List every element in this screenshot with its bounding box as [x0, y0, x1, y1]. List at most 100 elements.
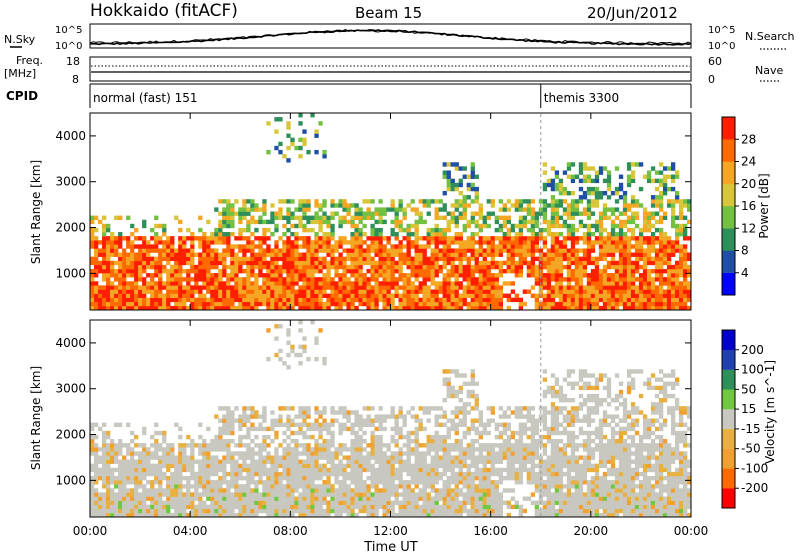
velocity-cell — [202, 476, 206, 480]
power-cell — [595, 302, 599, 306]
velocity-cell — [166, 447, 170, 451]
power-cell — [306, 298, 310, 302]
power-cell — [314, 285, 318, 289]
power-cell — [435, 273, 439, 277]
velocity-cell — [170, 501, 174, 505]
power-cell — [419, 265, 423, 269]
power-cell — [150, 228, 154, 232]
velocity-cell — [202, 484, 206, 488]
velocity-cell — [114, 505, 118, 509]
velocity-cell — [290, 455, 294, 459]
velocity-cell — [386, 414, 390, 418]
power-cell — [651, 248, 655, 252]
power-cell — [519, 216, 523, 220]
power-cell — [451, 289, 455, 293]
power-cell — [126, 253, 130, 257]
power-cell — [447, 244, 451, 248]
power-cell — [106, 224, 110, 228]
power-cell — [238, 216, 242, 220]
power-cell — [262, 228, 266, 232]
velocity-cell — [238, 476, 242, 480]
power-cell — [547, 220, 551, 224]
power-cell — [262, 257, 266, 261]
velocity-cell — [98, 505, 102, 509]
velocity-cell — [218, 447, 222, 451]
power-cell — [178, 294, 182, 298]
power-cell — [571, 285, 575, 289]
velocity-cell — [222, 431, 226, 435]
velocity-cell — [346, 484, 350, 488]
power-cell — [126, 302, 130, 306]
power-cell — [130, 281, 134, 285]
velocity-cell — [411, 505, 415, 509]
power-cell — [647, 261, 651, 265]
velocity-cell — [395, 476, 399, 480]
velocity-cell — [330, 406, 334, 410]
power-cell — [627, 236, 631, 240]
power-cell — [158, 281, 162, 285]
velocity-cell — [435, 443, 439, 447]
power-cell — [443, 273, 447, 277]
power-cell — [431, 277, 435, 281]
power-cell — [463, 298, 467, 302]
power-cell — [162, 265, 166, 269]
velocity-cell — [374, 455, 378, 459]
velocity-cell — [366, 496, 370, 500]
power-cell — [362, 294, 366, 298]
power-cell — [587, 216, 591, 220]
velocity-cell — [154, 476, 158, 480]
velocity-cell — [386, 501, 390, 505]
velocity-cell — [346, 505, 350, 509]
power-cell — [635, 212, 639, 216]
power-cell — [334, 257, 338, 261]
power-cell — [447, 277, 451, 281]
power-cell — [475, 298, 479, 302]
power-cell — [483, 289, 487, 293]
power-cell — [611, 236, 615, 240]
power-cell — [322, 203, 326, 207]
velocity-cell — [134, 472, 138, 476]
velocity-cell — [318, 443, 322, 447]
power-cell — [306, 265, 310, 269]
power-cell — [395, 216, 399, 220]
velocity-cell — [190, 455, 194, 459]
power-cell — [218, 289, 222, 293]
power-cell — [242, 253, 246, 257]
velocity-cell — [142, 447, 146, 451]
power-cell — [158, 224, 162, 228]
power-cell — [631, 203, 635, 207]
power-cell — [254, 265, 258, 269]
power-cell — [551, 220, 555, 224]
velocity-cell — [130, 451, 134, 455]
velocity-cell — [358, 484, 362, 488]
velocity-cell — [350, 492, 354, 496]
power-cell — [226, 212, 230, 216]
velocity-cell — [286, 419, 290, 423]
power-cell — [463, 253, 467, 257]
power-cell — [455, 257, 459, 261]
power-cell — [475, 265, 479, 269]
velocity-cell — [286, 501, 290, 505]
velocity-cell — [374, 509, 378, 513]
power-cell — [298, 236, 302, 240]
power-cell — [419, 253, 423, 257]
power-cell — [278, 253, 282, 257]
power-cell — [659, 248, 663, 252]
velocity-cell — [435, 492, 439, 496]
velocity-cell — [330, 488, 334, 492]
velocity-cell — [423, 472, 427, 476]
power-cell — [419, 257, 423, 261]
velocity-cell — [278, 480, 282, 484]
velocity-cell — [170, 447, 174, 451]
power-cell — [266, 261, 270, 265]
power-cell — [122, 269, 126, 273]
power-cell — [659, 273, 663, 277]
power-cell — [447, 298, 451, 302]
power-cell — [667, 281, 671, 285]
velocity-cell — [395, 419, 399, 423]
power-cell — [154, 236, 158, 240]
velocity-cell — [202, 509, 206, 513]
power-cell — [391, 285, 395, 289]
power-cell — [382, 273, 386, 277]
power-cell — [90, 294, 94, 298]
